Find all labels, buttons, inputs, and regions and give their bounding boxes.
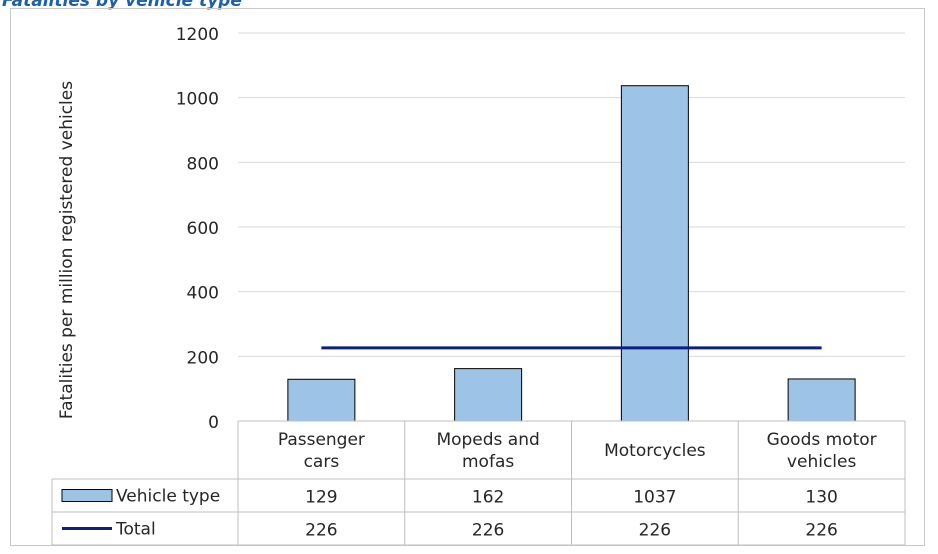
data-table-value: 129 [305, 488, 337, 508]
y-axis-label: Fatalities per million registered vehicl… [57, 81, 77, 419]
bar [454, 368, 523, 422]
y-tick-label: 1200 [176, 25, 219, 45]
category-label: Mopeds and [436, 430, 539, 450]
legend-series-name: Vehicle type [116, 487, 220, 507]
category-label: Goods motor [767, 430, 877, 450]
category-label: cars [304, 452, 340, 472]
y-tick-label: 800 [187, 154, 219, 174]
y-tick-label: 0 [208, 413, 219, 433]
data-table-value: 226 [305, 521, 337, 541]
bar [287, 378, 356, 422]
data-table-value: 130 [805, 488, 837, 508]
bar [620, 85, 689, 422]
y-tick-label: 200 [187, 348, 219, 368]
category-label: Passenger [278, 430, 365, 450]
data-table-value: 226 [472, 521, 504, 541]
category-label: Motorcycles [604, 441, 706, 461]
data-table-value: 1037 [633, 488, 676, 508]
bar [787, 378, 856, 422]
data-table-value: 226 [805, 521, 837, 541]
legend-series-name: Total [115, 520, 156, 540]
y-tick-label: 400 [187, 284, 219, 304]
category-label: vehicles [787, 452, 857, 472]
y-tick-label: 1000 [176, 90, 219, 110]
legend-key-bar [61, 489, 113, 502]
category-label: mofas [462, 452, 514, 472]
figure-caption: Fatalities by vehicle type [2, 0, 242, 11]
data-table-value: 162 [472, 488, 504, 508]
y-tick-label: 600 [187, 219, 219, 239]
data-table-value: 226 [639, 521, 671, 541]
